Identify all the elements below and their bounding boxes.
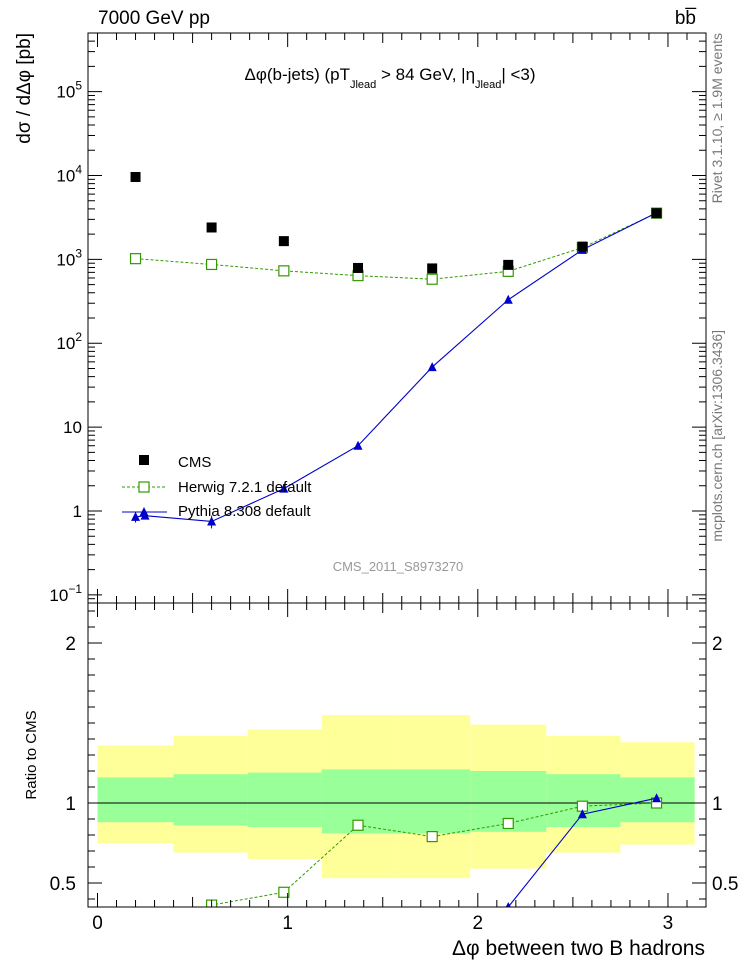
ratio-x-tick-label: 2 bbox=[473, 913, 484, 934]
cms-point bbox=[130, 171, 141, 182]
ratio-y-tick-label: 2 bbox=[65, 634, 76, 655]
ratio-inner-band bbox=[173, 774, 248, 826]
main-y-tick-label: 103 bbox=[56, 246, 82, 269]
cms-point bbox=[577, 241, 588, 252]
legend-cms-marker bbox=[139, 455, 149, 465]
ratio-curves bbox=[131, 793, 663, 951]
ratio-herwig-point bbox=[352, 819, 364, 831]
legend-cms-label: CMS bbox=[178, 454, 211, 471]
ratio-pythia-point bbox=[577, 809, 587, 819]
energy-label: 7000 GeV pp bbox=[98, 8, 210, 29]
ratio-inner-band bbox=[546, 774, 621, 827]
pythia-point bbox=[207, 516, 217, 526]
cms-point bbox=[503, 259, 514, 270]
pythia-point bbox=[131, 511, 141, 521]
cms-point bbox=[353, 262, 364, 273]
main-y-tick-label: 10−1 bbox=[49, 582, 82, 605]
chart-title: Δφ(b-jets) (pTJlead > 84 GeV, |ηJlead| <… bbox=[244, 65, 535, 91]
ratio-y-tick-label: 0.5 bbox=[50, 874, 76, 895]
rivet-label: Rivet 3.1.10, ≥ 1.9M events bbox=[709, 33, 725, 203]
ratio-x-tick-label: 3 bbox=[663, 913, 674, 934]
ratio-herwig-point bbox=[426, 830, 438, 843]
ratio-pythia-point bbox=[652, 793, 662, 803]
main-y-axis-label: dσ / dΔφ [pb] bbox=[14, 33, 35, 144]
main-y-tick-label: 10 bbox=[63, 418, 82, 437]
ratio-herwig-point bbox=[278, 886, 290, 898]
analysis-watermark: CMS_2011_S8973270 bbox=[333, 559, 464, 574]
legend-herwig-label: Herwig 7.2.1 default bbox=[178, 479, 312, 496]
cms-point bbox=[427, 263, 438, 274]
main-y-tick-label: 102 bbox=[56, 330, 82, 353]
ratio-x-tick-label: 0 bbox=[92, 913, 103, 934]
ratio-inner-band bbox=[247, 772, 322, 827]
ratio-y-tick-label: 1 bbox=[65, 794, 76, 815]
ratio-herwig-point bbox=[131, 941, 141, 951]
ratio-panel: 0.5 0.5 1 1 2 2 0 1 2 3 bbox=[50, 602, 738, 951]
legend: CMS Herwig 7.2.1 default Pythia 8.308 defa… bbox=[122, 454, 312, 520]
ratio-inner-band bbox=[396, 769, 471, 834]
herwig-point bbox=[206, 258, 218, 271]
process-label: bb̅ bbox=[674, 8, 696, 29]
pythia-point bbox=[279, 483, 289, 493]
cms-point bbox=[651, 208, 662, 219]
cms-point bbox=[278, 236, 289, 247]
main-y-tick-label: 104 bbox=[56, 163, 82, 186]
ratio-y-tick-label-right: 0.5 bbox=[712, 874, 738, 895]
legend-pythia-marker bbox=[139, 507, 149, 516]
x-axis-label: Δφ between two B hadrons bbox=[452, 937, 705, 960]
herwig-point bbox=[278, 265, 290, 277]
ratio-y-tick-label-right: 1 bbox=[712, 794, 723, 815]
ratio-y-tick-label-right: 2 bbox=[712, 634, 723, 655]
main-y-tick-label: 105 bbox=[56, 79, 82, 102]
pythia-point bbox=[353, 440, 363, 450]
ratio-x-tick-label: 1 bbox=[282, 913, 293, 934]
herwig-point bbox=[129, 253, 142, 265]
mcplots-label: mcplots.cern.ch [arXiv:1306.3436] bbox=[709, 330, 725, 542]
ratio-y-axis-label: Ratio to CMS bbox=[23, 710, 40, 799]
herwig-point bbox=[426, 273, 438, 285]
ratio-pythia-point bbox=[505, 902, 511, 907]
ratio-herwig-point bbox=[502, 817, 514, 830]
main-panel: 10−1 1 10 102 103 104 105 Δφ(b-jets) (pTJlead >… bbox=[49, 32, 707, 605]
main-y-tick-label: 1 bbox=[73, 502, 82, 521]
ratio-inner-band bbox=[97, 777, 174, 823]
cms-point bbox=[206, 222, 217, 233]
legend-herwig-marker bbox=[138, 481, 150, 493]
legend-pythia-label: Pythia 8.308 default bbox=[178, 503, 311, 520]
ratio-herwig-line bbox=[206, 802, 657, 907]
pythia-point bbox=[427, 362, 437, 372]
pythia-point bbox=[503, 294, 513, 304]
herwig-line bbox=[135, 212, 657, 280]
